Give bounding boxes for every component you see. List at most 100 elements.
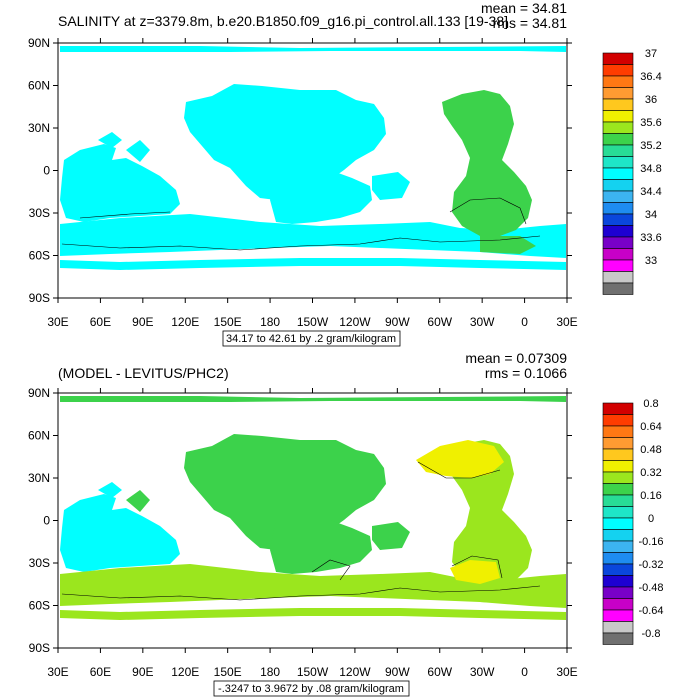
- axis-ticks: 90N 60N 30N 0 30S 60S 90S 30E 60E 90E 120E 150E 180 1…: [28, 386, 578, 679]
- lon-label: 150E: [214, 665, 242, 679]
- lat-label: 60N: [28, 79, 50, 93]
- ocean-region-antarctic-coast: [60, 258, 566, 270]
- colorbar-label: 0.16: [640, 490, 661, 502]
- colorbar-label: 34.8: [640, 163, 661, 175]
- lon-label: 30W: [470, 665, 495, 679]
- lat-label: 90S: [29, 641, 50, 655]
- colorbar-swatch: [602, 529, 634, 542]
- lat-label: 90N: [28, 386, 50, 400]
- colorbar-swatch: [602, 225, 634, 238]
- lon-label: 150E: [214, 315, 242, 329]
- colorbar-label: 34.4: [640, 186, 661, 198]
- lon-label: 150W: [297, 315, 329, 329]
- colorbar-swatch: [602, 460, 634, 473]
- ocean-region-arabian-sea: [98, 132, 122, 148]
- ocean-region-pacific: [184, 84, 386, 200]
- lat-label: 60S: [29, 599, 50, 613]
- ocean-region-south-pacific-east: [372, 522, 410, 550]
- difference-panel: (MODEL - LEVITUS/PHC2) mean = 0.07309 rm…: [28, 350, 664, 697]
- colorbar-swatch: [602, 133, 634, 146]
- lon-label: 60E: [90, 665, 111, 679]
- colorbar-swatch: [602, 282, 634, 295]
- rms-label: rms = 0.1066: [485, 365, 567, 381]
- lat-label: 30S: [29, 206, 50, 220]
- map-field: [58, 43, 567, 298]
- lat-label: 0: [43, 164, 50, 178]
- ocean-region-bay-of-bengal: [126, 490, 150, 512]
- colorbar-swatch: [602, 494, 634, 507]
- colorbar-swatch: [602, 471, 634, 484]
- lon-label: 180: [260, 665, 280, 679]
- colorbar-swatch: [602, 621, 634, 634]
- lon-label: 120E: [171, 315, 199, 329]
- range-note: 34.17 to 42.61 by .2 gram/kilogram: [226, 333, 396, 345]
- ocean-region-arabian-sea: [98, 482, 122, 498]
- lon-label: 60W: [427, 665, 452, 679]
- lon-label: 180: [260, 315, 280, 329]
- colorbar-swatch: [602, 202, 634, 215]
- lon-label: 90E: [132, 315, 153, 329]
- colorbar-swatch: [602, 540, 634, 553]
- lon-label: 30E: [556, 315, 577, 329]
- colorbar-swatch: [602, 110, 634, 123]
- ocean-region-southern-ocean: [60, 214, 566, 258]
- lon-label: 30E: [47, 665, 68, 679]
- colorbar-swatch: [602, 87, 634, 100]
- colorbar-label: 36.4: [640, 71, 661, 83]
- lon-label: 120W: [339, 315, 371, 329]
- lat-label: 30N: [28, 121, 50, 135]
- ocean-region-southern-ocean: [60, 564, 566, 608]
- range-note-box: [222, 330, 401, 347]
- contour-line: [449, 197, 527, 225]
- ocean-region-pacific-tropics: [270, 170, 372, 224]
- contour-line: [61, 585, 541, 601]
- lon-label: 120W: [339, 665, 371, 679]
- rms-label: rms = 34.81: [493, 15, 568, 31]
- colorbar-label: 0: [648, 513, 654, 525]
- colorbar-label: 37: [645, 48, 657, 60]
- colorbar-swatch: [602, 271, 634, 284]
- colorbar-swatch: [602, 563, 634, 576]
- salinity-panel: SALINITY at z=3379.8m, b.e20.B1850.f09_g…: [28, 0, 662, 347]
- colorbar-swatch: [602, 190, 634, 203]
- colorbar-label: 35.2: [640, 140, 661, 152]
- colorbar-swatch: [602, 483, 634, 496]
- range-note: -.3247 to 3.9672 by .08 gram/kilogram: [218, 683, 404, 695]
- colorbar-swatch: [602, 506, 634, 519]
- colorbar-label: 0.48: [640, 444, 661, 456]
- chart-title: (MODEL - LEVITUS/PHC2): [58, 365, 229, 381]
- colorbar-swatch: [602, 598, 634, 611]
- colorbar: 0.8 0.64 0.48 0.32 0.16 0 -0.16 -0.32 -0.48 -0.64…: [602, 398, 664, 645]
- colorbar-swatch: [602, 259, 634, 272]
- lon-label: 150W: [297, 665, 329, 679]
- ocean-region-south-pacific-east: [372, 172, 410, 200]
- colorbar-label: 0.32: [640, 467, 661, 479]
- ocean-region-indian: [60, 144, 180, 222]
- lon-label: 0: [521, 665, 528, 679]
- lat-label: 90S: [29, 291, 50, 305]
- lon-label: 60E: [90, 315, 111, 329]
- lon-label: 90W: [385, 315, 410, 329]
- colorbar: 37 36.4 36 35.6 35.2 34.8 34.4 34 33.6 33: [602, 48, 662, 295]
- lat-label: 0: [43, 514, 50, 528]
- colorbar-swatch: [602, 64, 634, 77]
- mean-label: mean = 34.81: [481, 0, 567, 16]
- colorbar-swatch: [602, 425, 634, 438]
- colorbar-swatch: [602, 448, 634, 461]
- colorbar-swatch: [602, 156, 634, 169]
- ocean-region-bay-of-bengal: [126, 140, 150, 162]
- colorbar-label: 0.64: [640, 421, 661, 433]
- range-note-box: [213, 680, 410, 697]
- colorbar-swatch: [602, 167, 634, 180]
- chart-title: SALINITY at z=3379.8m, b.e20.B1850.f09_g…: [58, 13, 508, 29]
- colorbar-swatch: [602, 213, 634, 226]
- colorbar-swatch: [602, 179, 634, 192]
- lon-label: 30E: [556, 665, 577, 679]
- colorbar-swatch: [602, 121, 634, 134]
- lon-label: 90W: [385, 665, 410, 679]
- contour-line: [311, 559, 351, 581]
- ocean-region-pacific-tropics: [270, 520, 372, 574]
- contour-line: [79, 211, 171, 219]
- colorbar-label: 35.6: [640, 117, 661, 129]
- lon-label: 60W: [427, 315, 452, 329]
